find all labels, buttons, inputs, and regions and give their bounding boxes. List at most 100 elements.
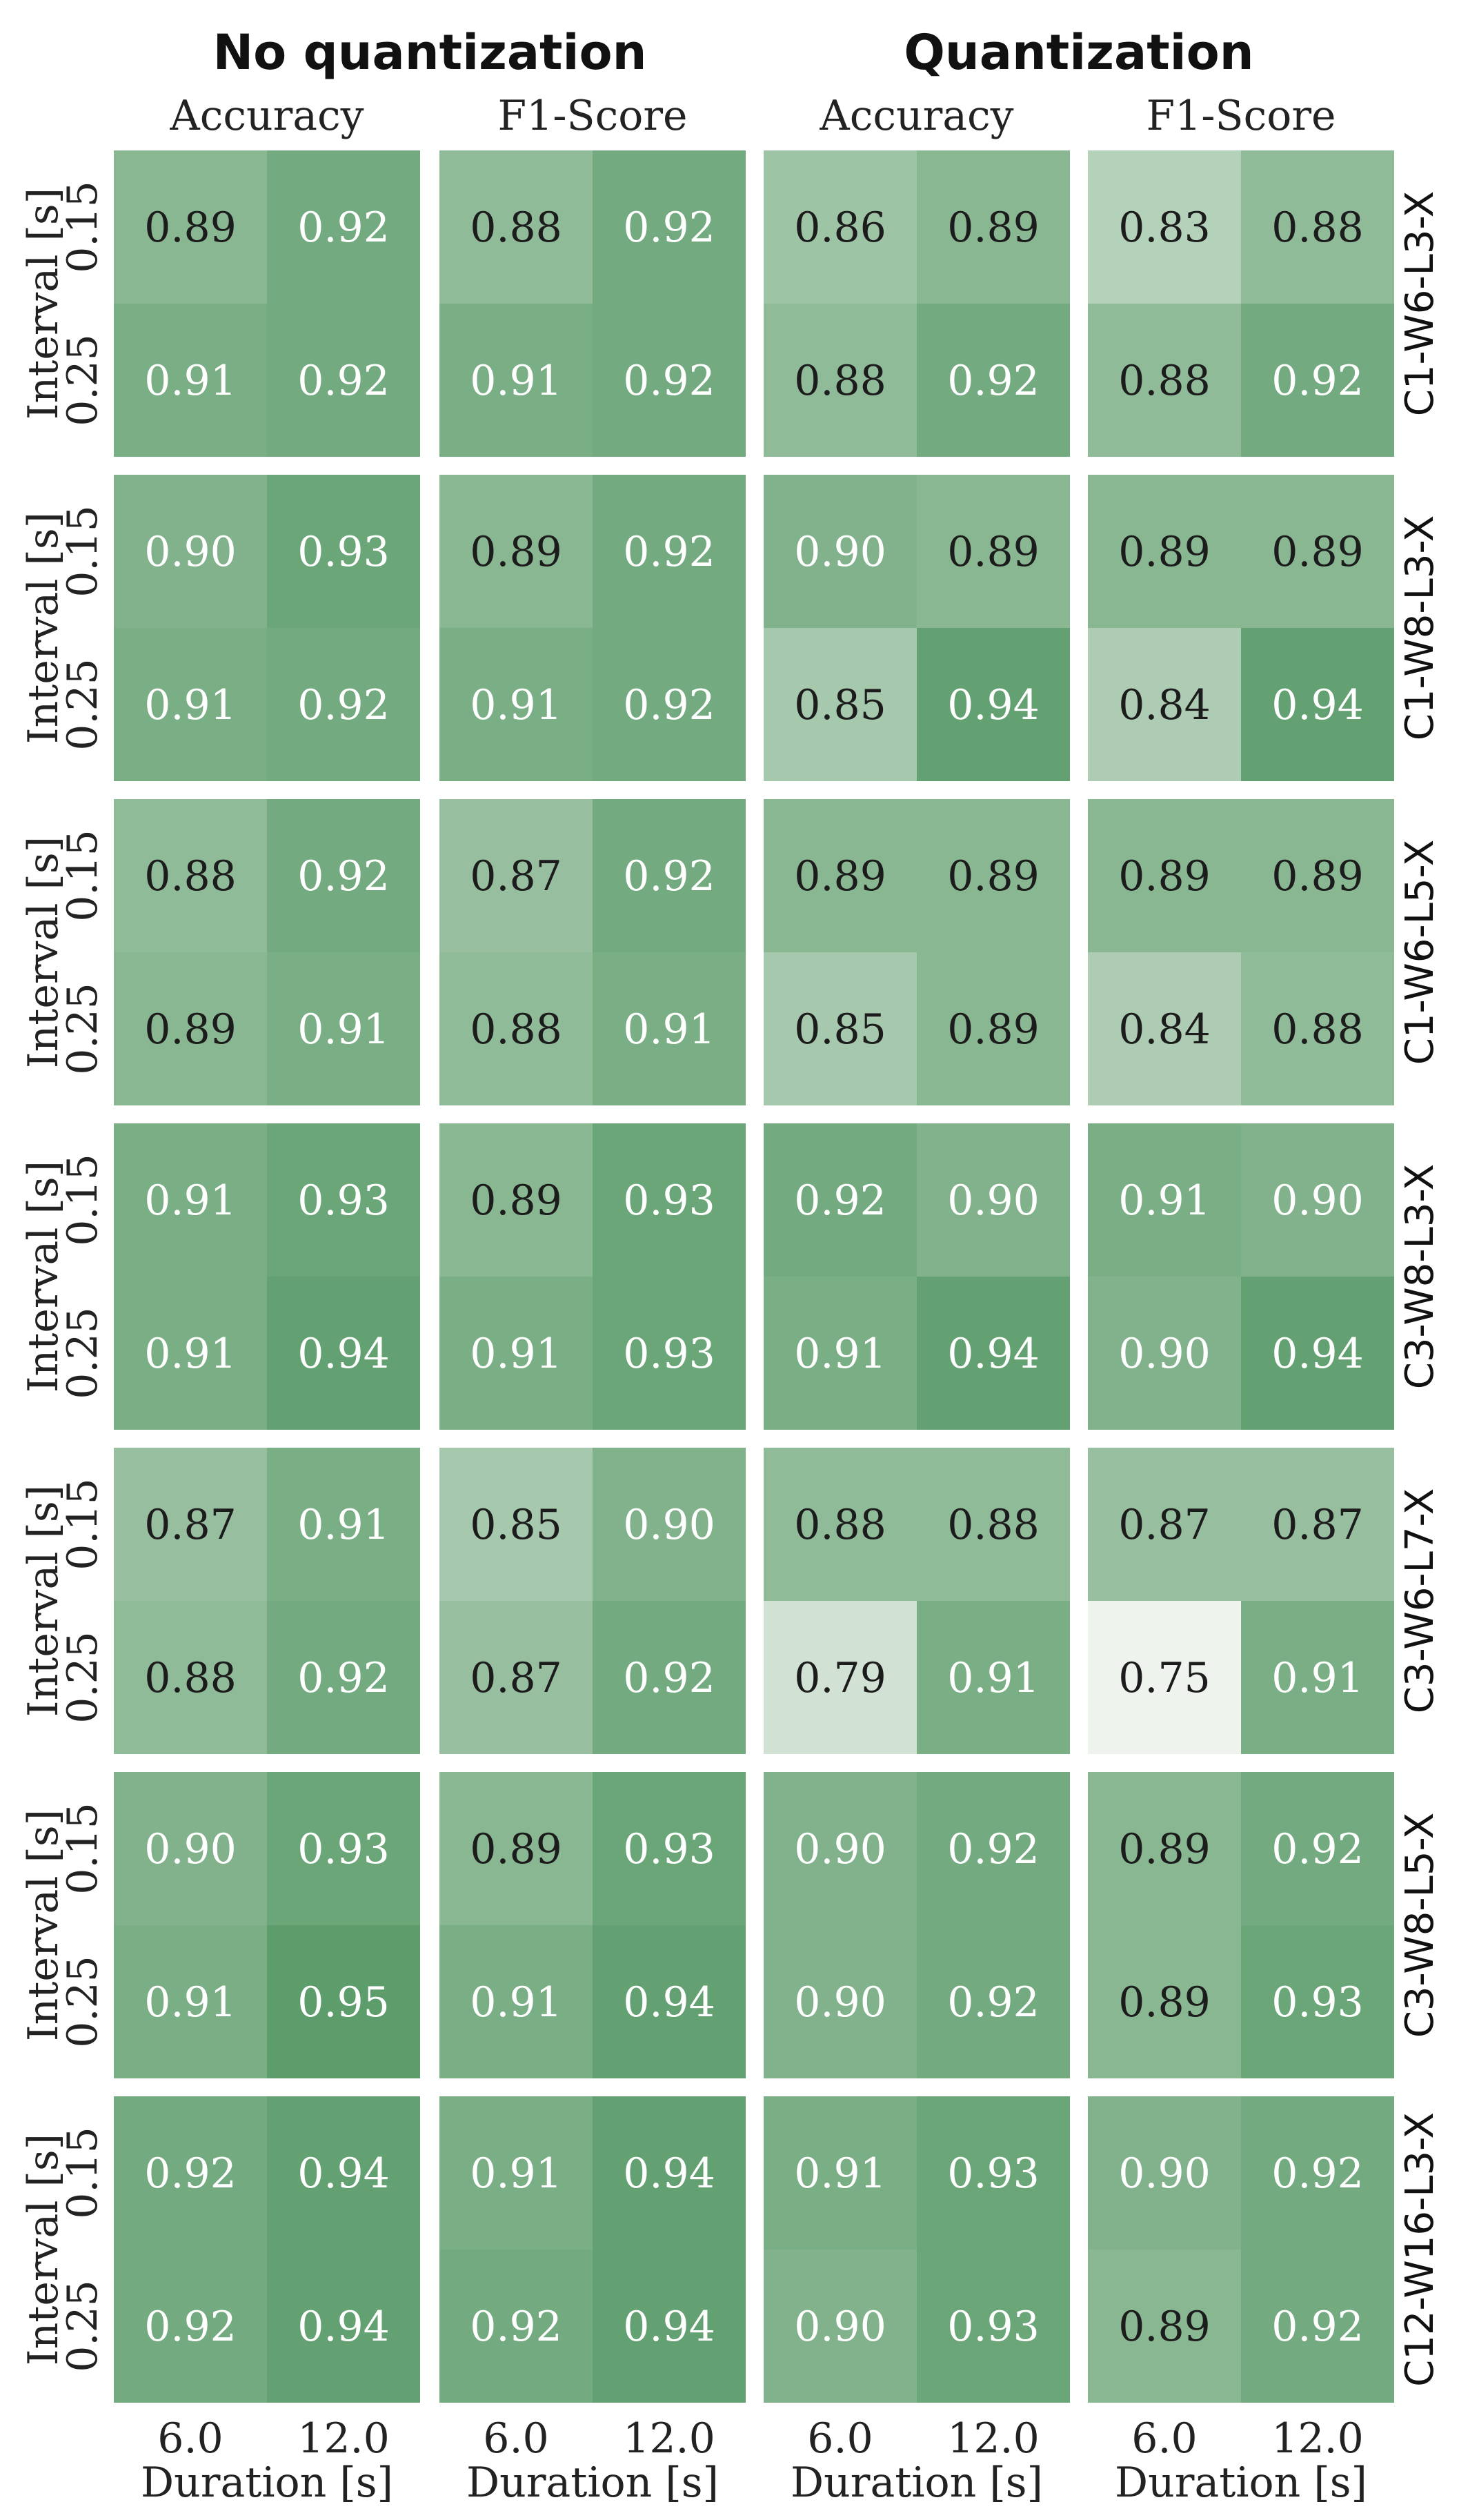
x-tick-label: 6.0 [157, 2414, 223, 2463]
x-axis-label: Duration [s] [1115, 2459, 1367, 2507]
heatmap-cell [917, 150, 1070, 304]
cell-value-label: 0.89 [470, 1825, 562, 1873]
group-title-0: No quantization [213, 24, 647, 81]
heatmap-cell [1241, 475, 1394, 628]
heatmap-cell [114, 2096, 267, 2250]
heatmap-cell [439, 1772, 593, 1925]
cell-value-label: 0.88 [794, 1501, 886, 1549]
heatmap-cell [593, 475, 746, 628]
cell-value-label: 0.89 [1118, 528, 1211, 576]
cell-value-label: 0.88 [470, 204, 562, 252]
cell-value-label: 0.87 [1271, 1501, 1364, 1549]
heatmap-cell [917, 1772, 1070, 1925]
heatmap-cell [764, 628, 917, 781]
heatmap-cell [764, 304, 917, 457]
cell-value-label: 0.89 [1118, 2303, 1211, 2351]
heatmap-cell [764, 150, 917, 304]
heatmap-cell [917, 1448, 1070, 1601]
cell-value-label: 0.94 [947, 1330, 1040, 1378]
heatmap-cell [439, 1277, 593, 1430]
cell-value-label: 0.92 [297, 204, 390, 252]
heatmap-cell [267, 2096, 420, 2250]
cell-value-label: 0.90 [794, 1978, 886, 2027]
metric-title-1: F1-Score [497, 92, 687, 140]
heatmap-cell [439, 1448, 593, 1601]
cell-value-label: 0.88 [947, 1501, 1040, 1549]
heatmap-cell [1088, 2096, 1241, 2250]
cell-value-label: 0.90 [144, 1825, 237, 1873]
heatmap-cell [114, 1448, 267, 1601]
heatmap-cell [267, 1277, 420, 1430]
cell-value-label: 0.89 [144, 204, 237, 252]
row-label-4: C3-W6-L7-X [1398, 1488, 1442, 1713]
heatmap-cell [439, 952, 593, 1105]
heatmap-cell [764, 2250, 917, 2403]
y-tick-label: 0.25 [59, 1956, 107, 2048]
cell-value-label: 0.89 [794, 852, 886, 900]
cell-value-label: 0.90 [794, 1825, 886, 1873]
cell-value-label: 0.89 [1118, 1825, 1211, 1873]
cell-value-label: 0.91 [470, 1978, 562, 2027]
metric-title-3: F1-Score [1146, 92, 1336, 140]
heatmap-cell [114, 475, 267, 628]
y-tick-label: 0.25 [59, 334, 107, 426]
cell-value-label: 0.89 [947, 204, 1040, 252]
heatmap-cell [114, 304, 267, 457]
heatmap-cell [1241, 952, 1394, 1105]
cell-value-label: 0.91 [144, 1177, 237, 1225]
cell-value-label: 0.89 [947, 528, 1040, 576]
heatmap-cell [593, 1123, 746, 1277]
row-label-6: C12-W16-L3-X [1398, 2112, 1442, 2387]
heatmap-cell [267, 1601, 420, 1754]
heatmap-cell [764, 1448, 917, 1601]
heatmap-cell [764, 1277, 917, 1430]
heatmap-cell [593, 150, 746, 304]
cell-value-label: 0.94 [947, 681, 1040, 729]
y-axis-label: Interval [s] [19, 1485, 68, 1717]
cell-value-label: 0.90 [623, 1501, 715, 1549]
heatmap-cell [1088, 1601, 1241, 1754]
cell-value-label: 0.88 [470, 1005, 562, 1054]
heatmap-cell [1088, 475, 1241, 628]
cell-value-label: 0.91 [144, 1330, 237, 1378]
x-axis-label: Duration [s] [466, 2459, 719, 2507]
heatmap-cell [1088, 1772, 1241, 1925]
cell-value-label: 0.84 [1118, 681, 1211, 729]
cell-value-label: 0.91 [144, 357, 237, 405]
heatmap-cell [439, 475, 593, 628]
heatmap-cell [764, 1123, 917, 1277]
heatmap-cell [593, 628, 746, 781]
y-tick-label: 0.15 [59, 181, 107, 273]
row-label-5: C3-W8-L5-X [1398, 1813, 1442, 2038]
cell-value-label: 0.92 [623, 204, 715, 252]
x-tick-label: 12.0 [623, 2414, 715, 2463]
x-tick-label: 6.0 [483, 2414, 548, 2463]
cell-value-label: 0.94 [297, 2303, 390, 2351]
heatmap-cell [1088, 1123, 1241, 1277]
cell-value-label: 0.92 [1271, 2303, 1364, 2351]
cell-value-label: 0.92 [144, 2149, 237, 2198]
cell-value-label: 0.91 [794, 1330, 886, 1378]
row-label-3: C3-W8-L3-X [1398, 1164, 1442, 1389]
heatmap-cell [114, 150, 267, 304]
heatmap-cell [439, 150, 593, 304]
cell-value-label: 0.90 [1271, 1177, 1364, 1225]
heatmap-cell [114, 799, 267, 952]
heatmap-cell [764, 799, 917, 952]
heatmap-cell [1088, 628, 1241, 781]
heatmap-cell [764, 1925, 917, 2078]
heatmap-cell [593, 1925, 746, 2078]
x-tick-label: 12.0 [947, 2414, 1040, 2463]
cell-value-label: 0.91 [623, 1005, 715, 1054]
cell-value-label: 0.75 [1118, 1654, 1211, 1702]
cell-value-label: 0.91 [947, 1654, 1040, 1702]
heatmap-cell [114, 2250, 267, 2403]
cell-value-label: 0.90 [794, 2303, 886, 2351]
x-axis-label: Duration [s] [141, 2459, 393, 2507]
cell-value-label: 0.94 [1271, 1330, 1364, 1378]
heatmap-cell [439, 1123, 593, 1277]
y-tick-label: 0.25 [59, 658, 107, 751]
cell-value-label: 0.93 [947, 2149, 1040, 2198]
heatmap-cell [1241, 1601, 1394, 1754]
